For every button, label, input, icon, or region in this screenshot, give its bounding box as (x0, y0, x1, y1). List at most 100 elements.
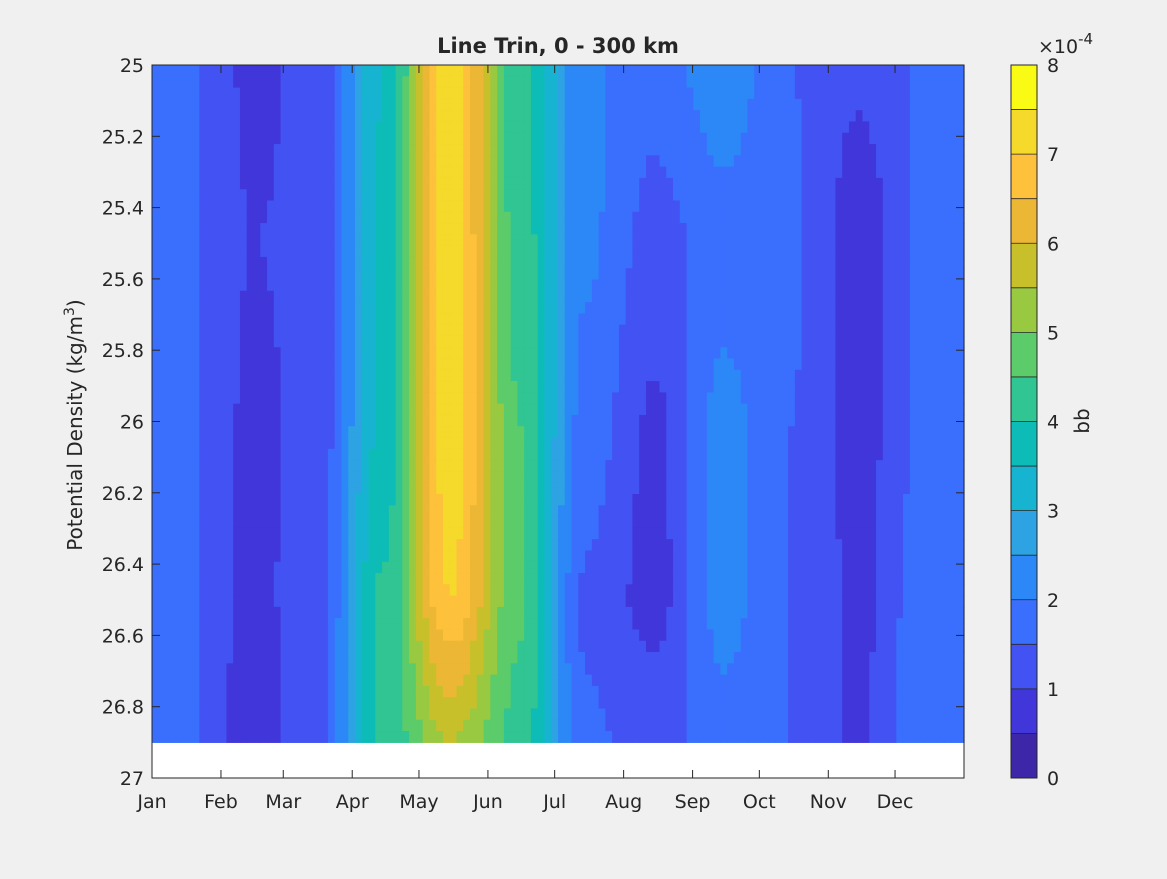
contour-cell (598, 652, 606, 664)
contour-cell (659, 256, 667, 269)
contour-cell (152, 426, 160, 439)
contour-cell (165, 505, 173, 518)
contour-cell (158, 335, 167, 348)
contour-cell (341, 403, 349, 416)
contour-cell (652, 223, 661, 235)
contour-cell (652, 640, 661, 653)
contour-cell (212, 223, 221, 235)
contour-cell (152, 200, 160, 213)
contour-cell (591, 392, 600, 405)
contour-cell (226, 144, 234, 156)
contour-cell (267, 121, 275, 134)
contour-cell (476, 144, 485, 156)
contour-cell (524, 358, 532, 371)
contour-cell (605, 618, 613, 631)
contour-cell (618, 256, 627, 269)
contour-cell (632, 223, 640, 235)
contour-cell (172, 606, 180, 619)
contour-cell (361, 606, 370, 619)
contour-cell (253, 561, 261, 574)
contour-cell (165, 674, 173, 687)
contour-cell (558, 110, 566, 123)
contour-cell (300, 437, 309, 450)
contour-cell (368, 279, 376, 292)
contour-cell (273, 708, 282, 721)
contour-cell (639, 65, 647, 77)
contour-cell (321, 573, 329, 585)
contour-cell (476, 302, 485, 314)
contour-cell (686, 166, 694, 179)
contour-cell (341, 200, 349, 213)
contour-cell (693, 256, 701, 269)
contour-cell (415, 211, 424, 224)
contour-cell (219, 324, 228, 337)
contour-cell (490, 629, 498, 642)
contour-cell (267, 335, 275, 348)
contour-cell (260, 223, 268, 235)
contour-cell (530, 505, 539, 518)
contour-cell (659, 268, 667, 281)
contour-cell (327, 573, 336, 585)
contour-cell (449, 279, 458, 292)
contour-cell (219, 144, 228, 156)
contour-cell (395, 561, 403, 574)
contour-cell (436, 189, 444, 202)
contour-cell (165, 166, 173, 179)
contour-cell (429, 313, 437, 326)
contour-cell (558, 211, 566, 224)
contour-cell (578, 629, 586, 642)
contour-cell (321, 414, 329, 427)
contour-cell (517, 640, 525, 653)
contour-cell (625, 640, 634, 653)
contour-cell (571, 279, 579, 292)
contour-cell (361, 279, 370, 292)
contour-cell (618, 437, 627, 450)
contour-cell (693, 302, 701, 314)
contour-cell (686, 313, 694, 326)
contour-cell (700, 290, 708, 303)
contour-cell (652, 561, 661, 574)
contour-cell (300, 448, 309, 461)
contour-cell (382, 223, 390, 235)
contour-cell (158, 256, 167, 269)
contour-cell (673, 324, 681, 337)
contour-cell (422, 606, 431, 619)
contour-cell (409, 268, 417, 281)
contour-cell (639, 369, 647, 382)
contour-cell (212, 369, 221, 382)
contour-cell (239, 505, 248, 518)
contour-cell (510, 76, 518, 89)
contour-cell (206, 460, 214, 473)
contour-cell (348, 731, 356, 743)
contour-cell (558, 516, 566, 529)
contour-cell (503, 448, 512, 461)
contour-cell (382, 561, 390, 574)
contour-cell (429, 223, 437, 235)
contour-cell (571, 539, 579, 552)
contour-cell (483, 290, 491, 303)
contour-cell (280, 155, 288, 168)
contour-cell (402, 674, 410, 687)
contour-cell (564, 302, 573, 314)
contour-cell (564, 731, 573, 743)
contour-cell (192, 674, 200, 687)
contour-cell (294, 347, 302, 360)
contour-cell (652, 573, 661, 585)
contour-cell (267, 493, 275, 506)
contour-cell (673, 256, 681, 269)
contour-cell (402, 561, 410, 574)
contour-cell (652, 505, 661, 518)
contour-cell (659, 211, 667, 224)
contour-cell (578, 426, 586, 439)
contour-cell (578, 674, 586, 687)
contour-cell (558, 290, 566, 303)
contour-cell (239, 98, 248, 111)
contour-cell (713, 76, 721, 89)
contour-cell (524, 324, 532, 337)
contour-cell (341, 234, 349, 247)
contour-cell (463, 200, 471, 213)
contour-cell (456, 121, 464, 134)
contour-cell (625, 76, 634, 89)
contour-cell (652, 313, 661, 326)
contour-cell (645, 561, 654, 574)
